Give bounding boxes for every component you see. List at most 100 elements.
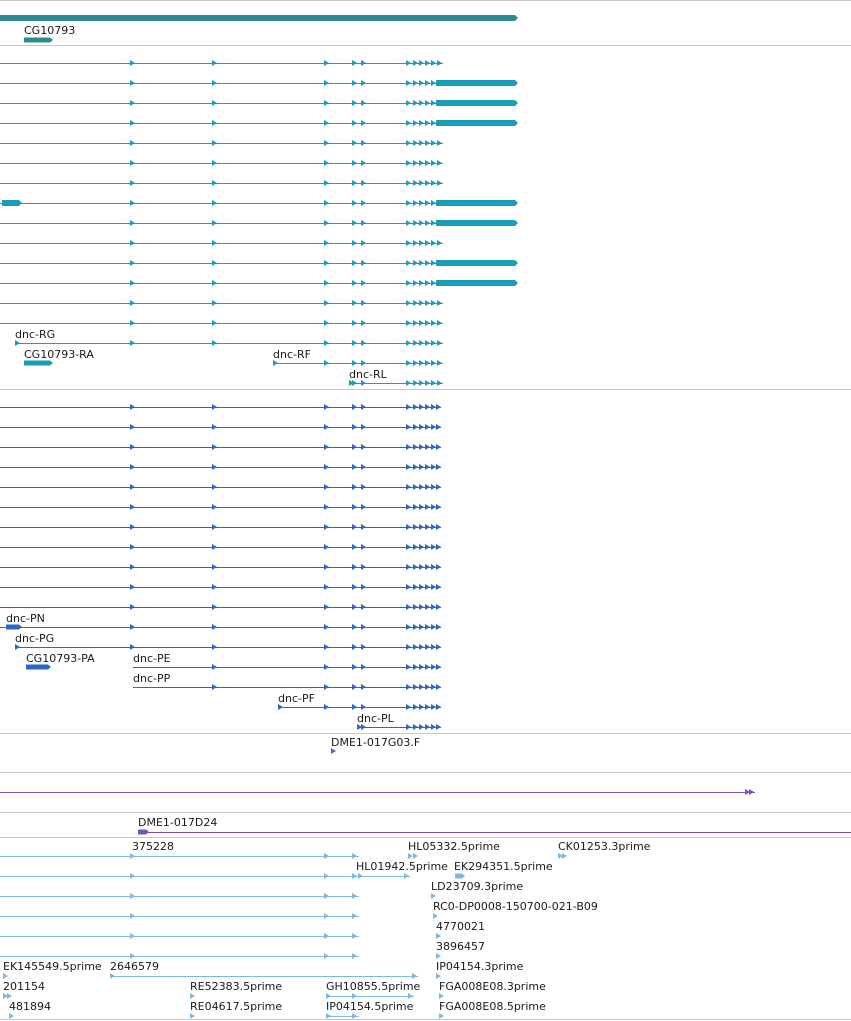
gene-label-CG10793[interactable]: CG10793 xyxy=(24,24,75,37)
transcript-label-dnc-RF[interactable]: dnc-RF xyxy=(273,348,311,361)
strand-arrow xyxy=(212,340,217,346)
utr-block[interactable] xyxy=(436,260,518,266)
est-label-FGA008E08-3prime[interactable]: FGA008E08.3prime xyxy=(439,980,546,993)
strand-arrow xyxy=(406,340,411,346)
strand-arrow xyxy=(425,360,430,366)
utr-block[interactable] xyxy=(436,220,518,226)
protein-label-dnc-PN[interactable]: dnc-PN xyxy=(6,612,45,625)
strand-arrow xyxy=(436,444,441,450)
exon-block[interactable] xyxy=(2,200,22,206)
utr-block[interactable] xyxy=(436,200,518,206)
clone-label-DME1-017D24[interactable]: DME1-017D24 xyxy=(138,816,217,829)
strand-arrow xyxy=(278,704,283,710)
strand-arrow xyxy=(425,340,430,346)
strand-arrow xyxy=(358,873,363,879)
est-label-FGA008E08-5prime[interactable]: FGA008E08.5prime xyxy=(439,1000,546,1013)
strand-arrow xyxy=(437,140,442,146)
est-label-4770021[interactable]: 4770021 xyxy=(436,920,485,933)
est-label-201154[interactable]: 201154 xyxy=(3,980,45,993)
strand-arrow xyxy=(130,404,135,410)
strand-arrow xyxy=(436,464,441,470)
est-label-3896457[interactable]: 3896457 xyxy=(436,940,485,953)
exon-block[interactable] xyxy=(26,664,51,670)
strand-arrow xyxy=(130,464,135,470)
gene-CG10793-bar[interactable] xyxy=(24,37,53,43)
strand-arrow xyxy=(436,524,441,530)
strand-arrow xyxy=(436,604,441,610)
utr-block[interactable] xyxy=(436,100,518,106)
est-label-RC0-DP0008[interactable]: RC0-DP0008-150700-021-B09 xyxy=(433,900,598,913)
strand-arrow xyxy=(406,160,411,166)
strand-arrow xyxy=(406,704,411,710)
strand-arrow xyxy=(439,993,444,999)
strand-arrow xyxy=(413,380,418,386)
strand-arrow xyxy=(406,584,411,590)
est-label-HL05332[interactable]: HL05332.5prime xyxy=(408,840,500,853)
transcript-label-dnc-RL[interactable]: dnc-RL xyxy=(349,368,388,381)
protein-label-dnc-PL[interactable]: dnc-PL xyxy=(357,712,395,725)
strand-arrow xyxy=(431,524,436,530)
gene-span-bar[interactable] xyxy=(0,15,518,21)
est-label-HL01942[interactable]: HL01942.5prime xyxy=(356,860,448,873)
utr-block[interactable] xyxy=(436,80,518,86)
strand-arrow xyxy=(3,993,8,999)
protein-label-dnc-PP[interactable]: dnc-PP xyxy=(133,672,171,685)
strand-arrow xyxy=(361,60,366,66)
strand-arrow xyxy=(419,464,424,470)
strand-arrow xyxy=(419,60,424,66)
strand-arrow xyxy=(431,80,436,86)
protein-label-dnc-PE[interactable]: dnc-PE xyxy=(133,652,171,665)
est-label-RE52383[interactable]: RE52383.5prime xyxy=(190,980,282,993)
clone-end-marker xyxy=(331,748,336,754)
est-label-GH10855[interactable]: GH10855.5prime xyxy=(326,980,421,993)
strand-arrow xyxy=(326,993,331,999)
strand-arrow xyxy=(326,1013,331,1019)
transcript-label-dnc-RG[interactable]: dnc-RG xyxy=(15,328,55,341)
est-label-EK145549[interactable]: EK145549.5prime xyxy=(3,960,102,973)
strand-arrow xyxy=(352,160,357,166)
strand-arrow xyxy=(436,404,441,410)
est-label-IP04154-3prime[interactable]: IP04154.3prime xyxy=(436,960,524,973)
strand-arrow xyxy=(352,220,357,226)
strand-arrow xyxy=(413,100,418,106)
strand-arrow xyxy=(352,360,357,366)
est-label-LD23709[interactable]: LD23709.3prime xyxy=(431,880,523,893)
protein-label-dnc-PG[interactable]: dnc-PG xyxy=(15,632,54,645)
transcript-label-CG10793-RA[interactable]: CG10793-RA xyxy=(24,348,94,361)
protein-label-CG10793-PA[interactable]: CG10793-PA xyxy=(26,652,95,665)
strand-arrow xyxy=(130,60,135,66)
clone-start-block[interactable] xyxy=(138,829,149,835)
est-label-EK294351[interactable]: EK294351.5prime xyxy=(454,860,553,873)
strand-arrow xyxy=(431,120,436,126)
strand-arrow xyxy=(425,380,430,386)
strand-arrow xyxy=(324,913,329,919)
strand-arrow xyxy=(431,380,436,386)
est-label-2646579[interactable]: 2646579 xyxy=(110,960,159,973)
est-label-IP04154-5prime[interactable]: IP04154.5prime xyxy=(326,1000,414,1013)
est-label-CK01253[interactable]: CK01253.3prime xyxy=(558,840,651,853)
est-label-481894[interactable]: 481894 xyxy=(9,1000,51,1013)
est-label-RE04617[interactable]: RE04617.5prime xyxy=(190,1000,282,1013)
strand-arrow xyxy=(324,300,329,306)
strand-arrow xyxy=(431,624,436,630)
strand-arrow xyxy=(406,424,411,430)
est-label-375228[interactable]: 375228 xyxy=(132,840,174,853)
strand-arrow xyxy=(324,544,329,550)
strand-arrow xyxy=(324,853,329,859)
strand-arrow xyxy=(130,644,135,650)
strand-arrow xyxy=(436,933,441,939)
utr-block[interactable] xyxy=(436,280,518,286)
exon-block[interactable] xyxy=(24,360,53,366)
est-block[interactable] xyxy=(455,873,465,879)
strand-arrow xyxy=(212,160,217,166)
protein-label-dnc-PF[interactable]: dnc-PF xyxy=(278,692,315,705)
strand-arrow xyxy=(431,893,436,899)
strand-arrow xyxy=(413,140,418,146)
strand-arrow xyxy=(406,544,411,550)
strand-arrow xyxy=(352,853,357,859)
strand-arrow xyxy=(419,404,424,410)
clone-end-label-DME1-017G03F[interactable]: DME1-017G03.F xyxy=(331,736,420,749)
strand-arrow xyxy=(352,280,357,286)
strand-arrow xyxy=(425,564,430,570)
utr-block[interactable] xyxy=(436,120,518,126)
